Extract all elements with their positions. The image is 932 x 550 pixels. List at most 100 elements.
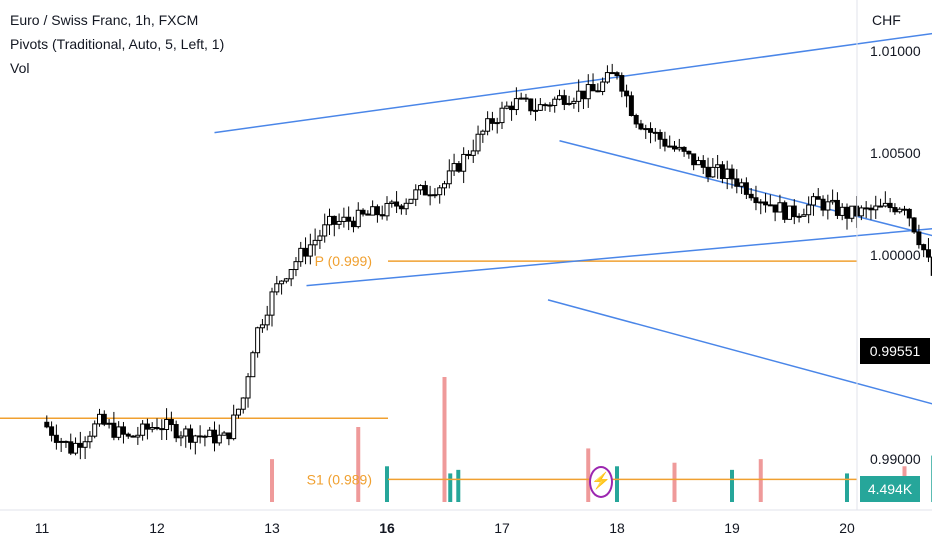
trendline-1[interactable] <box>214 0 932 134</box>
candle <box>513 87 519 116</box>
candle-body-down <box>331 215 337 225</box>
time-tick-label: 16 <box>379 520 395 536</box>
candle <box>398 204 404 215</box>
candle <box>681 146 687 157</box>
candle <box>298 241 304 267</box>
candle <box>336 213 342 230</box>
candle-body-down <box>906 208 912 219</box>
candle-body-up <box>87 435 93 443</box>
candle-body-down <box>791 205 797 218</box>
candle <box>902 205 907 216</box>
last-price-tag: 0.99551 <box>860 338 930 364</box>
candle-body-down <box>633 115 639 125</box>
candle <box>442 180 447 196</box>
candle <box>221 430 227 436</box>
candle <box>389 199 395 208</box>
candle <box>279 280 285 295</box>
trendline-2[interactable] <box>306 200 932 287</box>
candle <box>801 208 807 217</box>
candle-body-up <box>240 397 246 410</box>
candle-body-down <box>379 214 385 217</box>
candle-body-up <box>92 423 98 437</box>
pivots-indicator-label[interactable]: Pivots (Traditional, Auto, 5, Left, 1) <box>10 36 225 52</box>
pivot-levels: P (0.999) S1 (0.989) <box>0 253 857 487</box>
candle <box>600 77 606 96</box>
candle-body-down <box>662 138 668 147</box>
candle-body-down <box>667 145 673 148</box>
candle <box>173 420 179 443</box>
candle <box>235 408 241 419</box>
trendline-4[interactable] <box>547 299 932 490</box>
candle <box>523 93 529 103</box>
candle <box>341 207 347 228</box>
candle-body-down <box>120 426 126 435</box>
candle-body-up <box>710 166 716 178</box>
candle <box>609 63 615 75</box>
candle-body-down <box>916 231 922 246</box>
candle-body-down <box>542 104 548 107</box>
lightning-bolt-icon[interactable]: ⚡ <box>589 466 613 498</box>
candle <box>925 238 931 263</box>
candle <box>873 195 879 219</box>
candle <box>197 425 203 444</box>
candle-body-down <box>159 428 165 431</box>
candle-body-up <box>279 280 285 285</box>
candle-body-down <box>772 204 778 213</box>
candle-body-down <box>398 205 404 210</box>
candle-body-down <box>456 163 462 172</box>
time-axis[interactable]: 11 12 13 16 17 18 19 20 <box>35 520 855 536</box>
candle-body-up <box>796 215 802 218</box>
candle-body-down <box>49 426 55 436</box>
candle <box>192 434 198 455</box>
candle-body-down <box>619 75 625 92</box>
candle <box>700 155 706 175</box>
candle-body-up <box>475 133 481 152</box>
last-volume-tag: 4.494K <box>860 476 920 502</box>
candle-body-down <box>657 132 663 140</box>
candle-body-down <box>580 90 586 100</box>
candle <box>226 432 232 446</box>
trendline-3[interactable] <box>559 140 932 316</box>
candle <box>834 192 840 220</box>
candle-body-up <box>235 408 241 416</box>
candle-body-up <box>552 98 558 107</box>
candle-body-down <box>188 428 194 443</box>
candle <box>489 111 495 131</box>
candle-body-up <box>806 204 812 216</box>
candle-body-up <box>504 105 510 109</box>
candle-body-up <box>183 428 189 437</box>
candle <box>68 433 74 456</box>
candle <box>140 420 146 441</box>
candle <box>73 437 79 456</box>
candle-body-up <box>245 376 251 399</box>
candle-body-up <box>288 269 294 280</box>
candle <box>164 408 170 441</box>
volume-indicator-label[interactable]: Vol <box>10 60 30 76</box>
candle-body-up <box>695 160 701 166</box>
candle-body-down <box>63 440 69 443</box>
candle <box>97 408 102 427</box>
candle <box>595 83 601 93</box>
time-tick-label: 12 <box>149 520 165 536</box>
candle <box>892 203 898 215</box>
candle <box>686 150 692 159</box>
symbol-title[interactable]: Euro / Swiss Franc, 1h, FXCM <box>10 12 199 28</box>
candle <box>691 153 697 171</box>
candle <box>580 90 586 110</box>
candle-body-up <box>298 247 304 263</box>
candle-body-down <box>638 123 644 130</box>
candle <box>58 437 64 452</box>
candle-body-down <box>77 442 83 448</box>
candle <box>312 228 318 256</box>
candle-body-down <box>226 432 232 440</box>
candle <box>427 185 433 206</box>
candle-body-up <box>317 235 323 241</box>
candle <box>806 196 812 224</box>
candle <box>465 150 471 160</box>
candle-body-down <box>628 95 634 117</box>
candle <box>293 257 299 277</box>
candle <box>648 122 654 144</box>
candle-body-up <box>480 130 486 135</box>
price-axis[interactable]: 1.01000 1.00500 1.00000 0.99000 <box>870 43 921 467</box>
